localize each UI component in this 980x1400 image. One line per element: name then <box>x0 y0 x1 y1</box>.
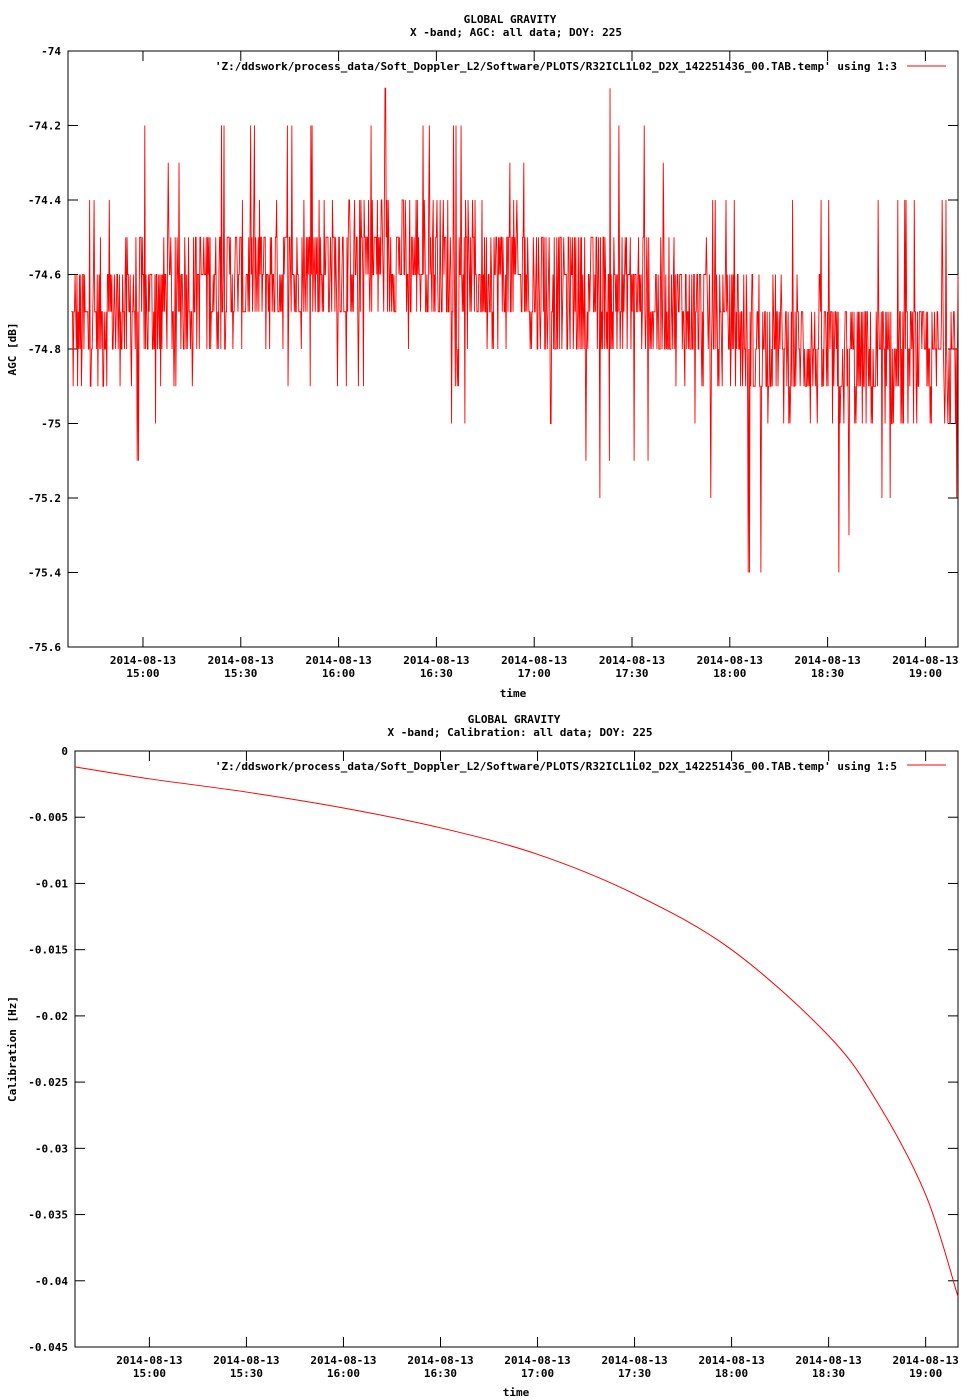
calibration-x-tick-time: 19:00 <box>909 1367 942 1380</box>
calibration-y-tick-label: -0.03 <box>35 1142 68 1155</box>
calibration-series-line <box>74 766 959 1297</box>
agc-chart: GLOBAL GRAVITY X -band; AGC: all data; D… <box>6 13 959 700</box>
agc-x-tick-date: 2014-08-13 <box>501 654 567 667</box>
calibration-x-tick-date: 2014-08-13 <box>407 1354 473 1367</box>
agc-y-tick-label: -75.2 <box>28 492 61 505</box>
calibration-y-tick-label: -0.035 <box>28 1209 68 1222</box>
agc-x-tick-date: 2014-08-13 <box>208 654 274 667</box>
agc-x-tick-date: 2014-08-13 <box>305 654 371 667</box>
agc-x-tick-time: 18:30 <box>811 667 844 680</box>
calibration-x-tick-date: 2014-08-13 <box>504 1354 570 1367</box>
agc-x-tick-time: 18:00 <box>713 667 746 680</box>
calibration-x-tick-time: 17:00 <box>521 1367 554 1380</box>
agc-series <box>71 87 959 573</box>
calibration-x-tick-date: 2014-08-13 <box>310 1354 376 1367</box>
calibration-x-tick-time: 18:00 <box>715 1367 748 1380</box>
agc-x-tick-date: 2014-08-13 <box>892 654 958 667</box>
agc-y-tick-label: -75 <box>41 418 61 431</box>
agc-x-tick-date: 2014-08-13 <box>697 654 763 667</box>
agc-x-tick-date: 2014-08-13 <box>599 654 665 667</box>
calibration-x-tick-date: 2014-08-13 <box>601 1354 667 1367</box>
agc-x-axis-label: time <box>500 687 527 700</box>
agc-x-tick-date: 2014-08-13 <box>794 654 860 667</box>
calibration-y-axis-label: Calibration [Hz] <box>6 996 19 1102</box>
calibration-y-tick-label: -0.025 <box>28 1076 68 1089</box>
agc-chart-subtitle: X -band; AGC: all data; DOY: 225 <box>410 26 622 39</box>
calibration-x-tick-date: 2014-08-13 <box>698 1354 764 1367</box>
calibration-x-tick-time: 16:30 <box>424 1367 457 1380</box>
agc-y-axis: -74 -74.2 -74.4 -74.6 -74.8 -75 -75.2 -75.4 -75.… <box>28 45 958 654</box>
agc-x-tick-time: 19:00 <box>909 667 942 680</box>
agc-x-axis: 2014-08-1315:002014-08-1315:302014-08-13… <box>110 51 959 680</box>
calibration-x-tick-date: 2014-08-13 <box>116 1354 182 1367</box>
calibration-y-tick-label: 0 <box>61 745 68 758</box>
calibration-x-tick-time: 18:30 <box>812 1367 845 1380</box>
agc-y-axis-label: AGC [dB] <box>6 323 19 376</box>
calibration-x-tick-time: 17:30 <box>618 1367 651 1380</box>
calibration-y-tick-label: -0.04 <box>35 1275 68 1288</box>
calibration-x-tick-time: 16:00 <box>327 1367 360 1380</box>
agc-y-tick-label: -74.8 <box>28 343 61 356</box>
agc-y-tick-label: -74 <box>41 45 61 58</box>
calibration-y-tick-label: -0.005 <box>28 811 68 824</box>
agc-x-tick-date: 2014-08-13 <box>110 654 176 667</box>
agc-y-tick-label: -74.6 <box>28 269 61 282</box>
agc-x-tick-time: 15:00 <box>126 667 159 680</box>
agc-x-tick-time: 15:30 <box>224 667 257 680</box>
agc-x-tick-time: 17:00 <box>518 667 551 680</box>
calibration-series <box>74 766 959 1297</box>
calibration-legend-label: 'Z:/ddswork/process_data/Soft_Doppler_L2… <box>215 760 897 773</box>
calibration-y-tick-label: -0.015 <box>28 944 68 957</box>
agc-x-tick-time: 16:00 <box>322 667 355 680</box>
calibration-x-tick-time: 15:30 <box>230 1367 263 1380</box>
calibration-chart-subtitle: X -band; Calibration: all data; DOY: 225 <box>388 726 653 739</box>
agc-y-tick-label: -75.6 <box>28 641 61 654</box>
calibration-y-tick-label: -0.01 <box>35 877 68 890</box>
agc-x-tick-time: 17:30 <box>615 667 648 680</box>
agc-plot-frame <box>67 50 959 648</box>
calibration-chart: GLOBAL GRAVITY X -band; Calibration: all… <box>6 713 959 1399</box>
calibration-x-axis-label: time <box>503 1386 530 1399</box>
calibration-x-tick-date: 2014-08-13 <box>213 1354 279 1367</box>
agc-series-line <box>71 87 959 573</box>
agc-legend-label: 'Z:/ddswork/process_data/Soft_Doppler_L2… <box>215 60 897 73</box>
calibration-x-tick-date: 2014-08-13 <box>796 1354 862 1367</box>
agc-y-tick-label: -74.4 <box>28 194 61 207</box>
agc-y-tick-label: -75.4 <box>28 567 61 580</box>
calibration-y-tick-label: -0.02 <box>35 1010 68 1023</box>
calibration-x-axis: 2014-08-1315:002014-08-1315:302014-08-13… <box>116 751 959 1380</box>
agc-x-tick-time: 16:30 <box>420 667 453 680</box>
agc-chart-title: GLOBAL GRAVITY <box>464 13 557 26</box>
calibration-x-tick-date: 2014-08-13 <box>893 1354 959 1367</box>
calibration-plot-frame <box>74 750 959 1348</box>
agc-y-tick-label: -74.2 <box>28 120 61 133</box>
calibration-x-tick-time: 15:00 <box>133 1367 166 1380</box>
agc-x-tick-date: 2014-08-13 <box>403 654 469 667</box>
calibration-chart-title: GLOBAL GRAVITY <box>468 713 561 726</box>
calibration-y-axis: 0 -0.005 -0.01 -0.015 -0.02 -0.025 -0.03 -0.035… <box>28 745 958 1354</box>
calibration-y-tick-label: -0.045 <box>28 1341 68 1354</box>
